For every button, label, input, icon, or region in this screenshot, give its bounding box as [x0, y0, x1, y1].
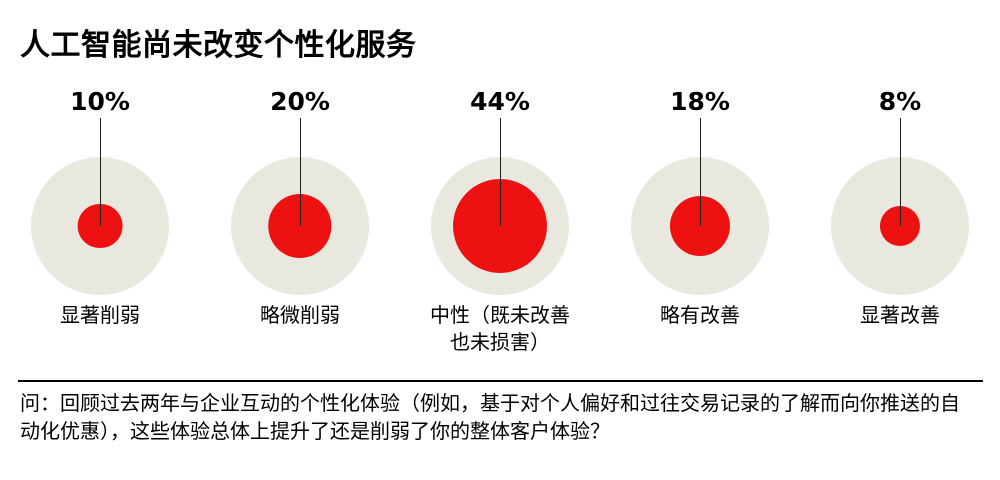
bubble-area	[600, 116, 800, 298]
value-label: 20%	[270, 87, 330, 116]
category-label: 略微削弱	[260, 303, 340, 327]
pointer-line	[499, 118, 501, 226]
pointer-line	[99, 118, 101, 226]
value-label: 10%	[70, 87, 130, 116]
category-label: 略有改善	[660, 303, 740, 327]
pointer-line	[299, 118, 301, 226]
footnote-divider	[18, 380, 983, 382]
value-label: 18%	[670, 87, 730, 116]
bubble-column: 44% 中性（既未改善 也未损害）	[400, 88, 600, 356]
category-label: 显著削弱	[60, 303, 140, 327]
category-label: 显著改善	[860, 303, 940, 327]
bubble-area	[200, 116, 400, 298]
category-label: 中性（既未改善 也未损害）	[430, 303, 570, 354]
bubble-column: 10% 显著削弱	[0, 88, 200, 356]
pointer-line	[899, 118, 901, 226]
pointer-line	[699, 118, 701, 226]
bubble-column: 20% 略微削弱	[200, 88, 400, 356]
bubble-column: 18% 略有改善	[600, 88, 800, 356]
survey-question-footnote: 问：回顾过去两年与企业互动的个性化体验（例如，基于对个人偏好和过往交易记录的了解…	[20, 391, 960, 443]
bubble-area	[800, 116, 1000, 298]
value-label: 44%	[470, 87, 530, 116]
bubble-area	[0, 116, 200, 298]
bubble-area	[400, 116, 600, 298]
bubble-chart: 10% 显著削弱 20% 略微削弱 44% 中性（既未改善 也未损害） 18% 略有改善 8% 显…	[0, 88, 1000, 356]
value-label: 8%	[878, 87, 922, 116]
chart-title: 人工智能尚未改变个性化服务	[20, 28, 417, 63]
bubble-column: 8% 显著改善	[800, 88, 1000, 356]
